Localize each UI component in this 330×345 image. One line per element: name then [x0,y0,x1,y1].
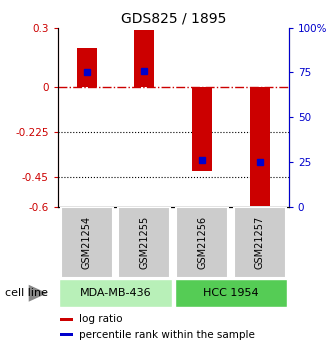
Bar [59,279,172,307]
Bar [61,207,113,278]
Bar [77,48,97,87]
Text: GSM21256: GSM21256 [197,216,207,269]
Text: percentile rank within the sample: percentile rank within the sample [79,330,254,340]
Bar [134,30,154,87]
Bar [60,318,73,321]
Title: GDS825 / 1895: GDS825 / 1895 [120,11,226,25]
Bar [250,87,270,206]
Text: GSM21255: GSM21255 [139,216,149,269]
Bar [118,207,170,278]
Polygon shape [29,285,47,302]
Text: cell line: cell line [5,288,48,298]
Text: GSM21257: GSM21257 [255,216,265,269]
Bar [60,333,73,336]
Text: HCC 1954: HCC 1954 [203,288,259,298]
Bar [176,207,228,278]
Text: GSM21254: GSM21254 [82,216,92,269]
Bar [175,279,287,307]
Text: log ratio: log ratio [79,314,122,324]
Bar [192,87,212,171]
Bar [234,207,286,278]
Text: MDA-MB-436: MDA-MB-436 [80,288,151,298]
